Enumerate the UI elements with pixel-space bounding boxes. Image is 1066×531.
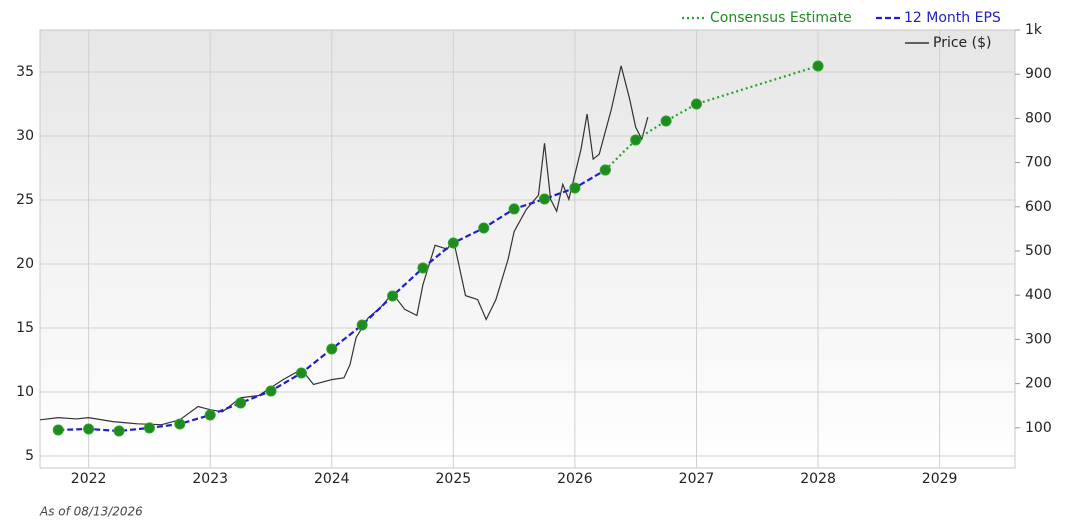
eps-marker (539, 193, 551, 205)
y-tick-label: 15 (16, 320, 34, 336)
eps-marker (295, 367, 307, 379)
y2-tick-label: 300 (1025, 331, 1052, 347)
y2-tick-label: 400 (1025, 287, 1052, 303)
eps-marker (599, 164, 611, 176)
x-tick-label: 2025 (436, 471, 472, 487)
eps-marker (143, 422, 155, 434)
eps-marker (812, 60, 824, 72)
eps-marker (83, 423, 95, 435)
eps-marker (326, 343, 338, 355)
x-tick-label: 2029 (922, 471, 958, 487)
y2-tick-label: 700 (1025, 155, 1052, 171)
plot-area (39, 29, 1016, 469)
eps-marker (630, 134, 642, 146)
eps-marker (447, 237, 459, 249)
eps-marker (478, 222, 490, 234)
x-tick-label: 2027 (679, 471, 715, 487)
as-of-note: As of 08/13/2026 (39, 505, 143, 519)
y2-tick-label: 600 (1025, 199, 1052, 215)
eps-marker (204, 409, 216, 421)
legend-label: 12 Month EPS (904, 10, 1001, 26)
y2-tick-label: 800 (1025, 110, 1052, 126)
y2-tick-label: 1k (1025, 22, 1043, 38)
x-tick-label: 2028 (800, 471, 836, 487)
y2-tick-label: 500 (1025, 243, 1052, 259)
y-tick-label: 10 (16, 384, 34, 400)
eps-marker (356, 319, 368, 331)
legend-label: Consensus Estimate (710, 10, 852, 26)
eps-marker (265, 385, 277, 397)
eps-marker (569, 182, 581, 194)
x-tick-label: 2023 (192, 471, 228, 487)
eps-marker (113, 425, 125, 437)
series-line (39, 65, 649, 426)
x-tick-label: 2024 (314, 471, 350, 487)
x-tick-label: 2022 (71, 471, 107, 487)
y-tick-label: 5 (25, 448, 34, 464)
y2-tick-label: 100 (1025, 420, 1052, 436)
legend-label: Price ($) (933, 35, 991, 51)
series-line (604, 64, 819, 171)
y-tick-label: 35 (16, 64, 34, 80)
eps-marker (174, 418, 186, 430)
eps-marker (52, 424, 64, 436)
eps-marker (660, 115, 672, 127)
y2-tick-label: 200 (1025, 376, 1052, 392)
y2-tick-label: 900 (1025, 66, 1052, 82)
y-tick-label: 25 (16, 192, 34, 208)
eps-marker (387, 290, 399, 302)
eps-marker (690, 98, 702, 110)
x-tick-label: 2026 (557, 471, 593, 487)
y-tick-label: 30 (16, 128, 34, 144)
y-tick-label: 20 (16, 256, 34, 272)
eps-marker (508, 203, 520, 215)
eps-marker (417, 262, 429, 274)
eps-marker (235, 397, 247, 409)
